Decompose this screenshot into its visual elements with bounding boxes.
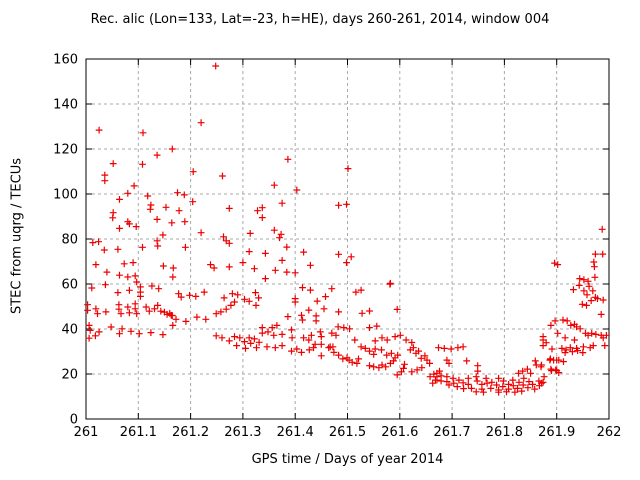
y-tick-label: 100 (53, 188, 78, 203)
x-tick-label: 261.4 (277, 425, 314, 440)
x-axis-label: GPS time / Days of year 2014 (251, 452, 444, 467)
x-tick-label: 261.2 (172, 425, 209, 440)
chart-title: Rec. alic (Lon=133, Lat=-23, h=HE), days… (90, 12, 550, 27)
x-tick-label: 261.8 (486, 425, 523, 440)
y-tick-label: 0 (70, 413, 78, 428)
x-tick-label: 261.5 (329, 425, 366, 440)
y-tick-label: 120 (53, 143, 78, 158)
x-tick-label: 261.3 (224, 425, 261, 440)
x-tick-label: 261.6 (381, 425, 418, 440)
x-tick-label: 261.1 (120, 425, 157, 440)
data-points (84, 62, 610, 396)
y-tick-label: 20 (61, 368, 78, 383)
y-tick-label: 80 (61, 233, 78, 248)
y-tick-label: 160 (53, 53, 78, 68)
y-tick-label: 40 (61, 323, 78, 338)
x-tick-label: 261.7 (433, 425, 470, 440)
y-tick-label: 140 (53, 98, 78, 113)
x-tick-label: 262 (597, 425, 622, 440)
x-tick-label: 261 (74, 425, 99, 440)
y-tick-label: 60 (61, 278, 78, 293)
x-tick-label: 261.9 (538, 425, 575, 440)
